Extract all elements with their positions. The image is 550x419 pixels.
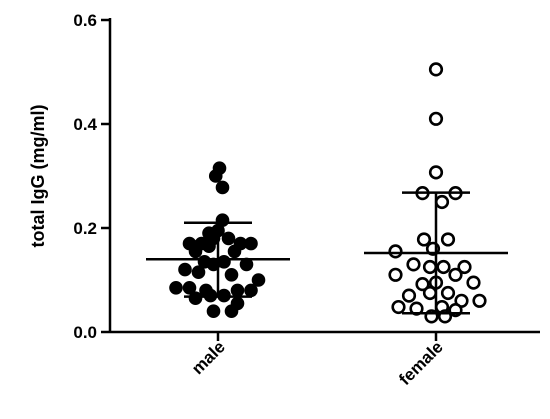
data-point xyxy=(401,288,417,303)
data-point xyxy=(215,180,230,195)
data-point xyxy=(244,236,258,251)
series-male xyxy=(146,161,290,319)
data-point xyxy=(466,275,481,290)
data-point xyxy=(416,232,432,247)
data-point xyxy=(428,165,444,180)
data-point xyxy=(448,267,463,282)
data-point xyxy=(436,259,451,275)
data-point xyxy=(440,232,456,247)
data-point xyxy=(208,169,223,183)
series-layer xyxy=(146,62,508,324)
data-point xyxy=(434,194,450,210)
data-point xyxy=(202,239,216,253)
data-point xyxy=(227,244,242,259)
y-axis: 0.0 0.2 0.4 0.6 xyxy=(73,11,112,342)
data-point xyxy=(169,281,183,295)
data-point xyxy=(422,285,438,301)
data-point xyxy=(182,281,197,295)
data-point xyxy=(440,285,456,301)
y-tick-label: 0.2 xyxy=(73,219,97,238)
data-point xyxy=(244,283,258,298)
data-point xyxy=(251,273,266,287)
data-point xyxy=(188,291,203,306)
data-point xyxy=(391,299,406,315)
data-point xyxy=(224,304,239,319)
series-female xyxy=(364,62,508,324)
data-point xyxy=(191,265,206,280)
data-point xyxy=(188,244,203,259)
data-point xyxy=(415,277,430,292)
data-point xyxy=(206,304,221,319)
y-tick-label: 0.6 xyxy=(73,11,97,30)
y-tick-label: 0.0 xyxy=(73,323,97,342)
data-point xyxy=(221,231,236,246)
data-point xyxy=(472,293,487,308)
data-point xyxy=(388,267,403,282)
x-axis: male female xyxy=(110,330,540,389)
data-point xyxy=(428,62,444,77)
data-point xyxy=(388,244,403,259)
data-point xyxy=(406,257,421,272)
x-category-label: female xyxy=(395,337,447,389)
data-point xyxy=(422,259,438,275)
data-point xyxy=(224,268,239,282)
data-point xyxy=(230,283,245,298)
y-axis-label: total IgG (mg/ml) xyxy=(28,105,48,248)
y-tick-label: 0.4 xyxy=(73,115,97,134)
x-category-label: male xyxy=(188,337,229,378)
data-point xyxy=(428,111,444,126)
data-point xyxy=(178,262,192,277)
data-point xyxy=(457,259,472,275)
